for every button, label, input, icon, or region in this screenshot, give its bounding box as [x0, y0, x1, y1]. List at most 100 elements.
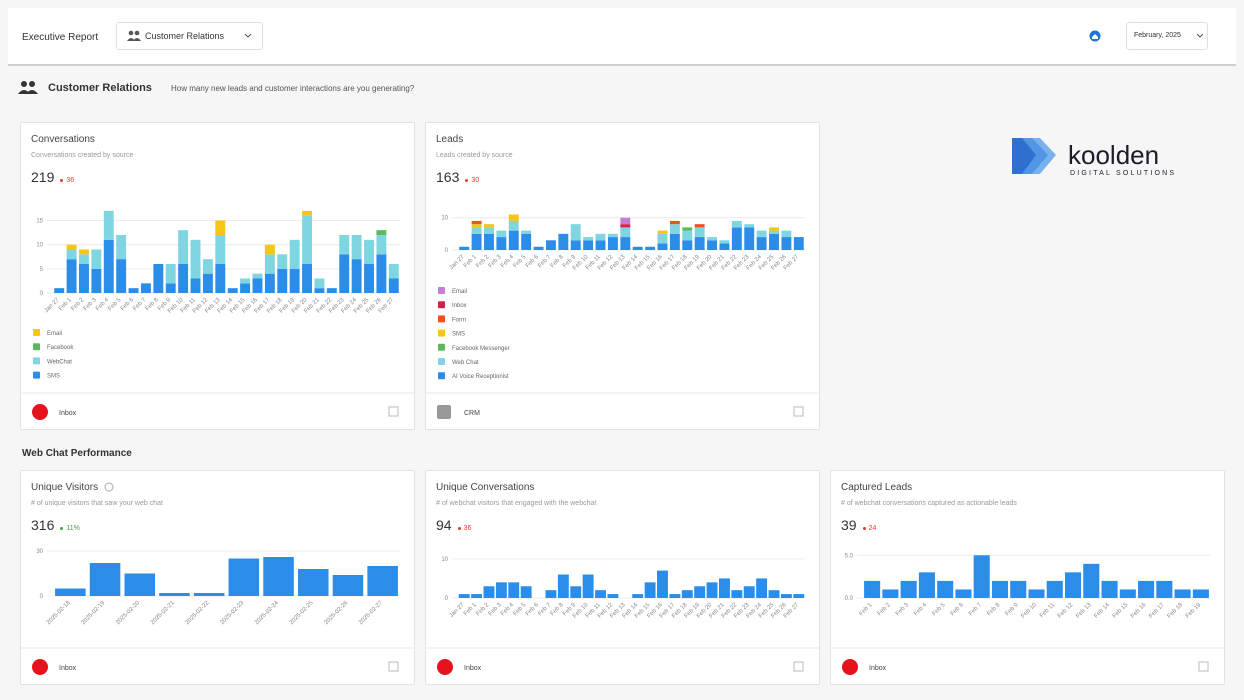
bar-segment — [178, 264, 189, 293]
bar — [1138, 580, 1155, 598]
bar-segment — [583, 240, 594, 250]
date-picker[interactable]: February, 2025 — [1126, 22, 1208, 50]
card: Unique Visitors # of unique visitors that… — [20, 470, 415, 685]
footer-link[interactable]: Inbox — [59, 665, 77, 672]
x-tick-label: 2025-02-24 — [254, 600, 280, 626]
inbox-icon — [842, 659, 858, 675]
bar — [756, 578, 768, 598]
bar-segment — [682, 240, 693, 250]
external-link-icon[interactable] — [1198, 661, 1209, 672]
delta: 36 — [60, 177, 74, 184]
bar — [793, 594, 805, 598]
bar — [743, 586, 755, 598]
bar-segment — [79, 264, 89, 293]
delta: 11% — [60, 525, 80, 532]
card-subtitle: Conversations created by source — [31, 152, 134, 159]
chevron — [244, 33, 252, 38]
bar — [582, 574, 594, 598]
x-tick-label: Feb 15 — [1112, 602, 1130, 620]
bar-segment — [240, 278, 251, 284]
bar — [918, 572, 935, 598]
bar-segment — [66, 244, 77, 250]
y-tick-label: 5 — [40, 267, 44, 273]
delta-arrow — [60, 178, 64, 182]
bar-segment — [289, 268, 300, 293]
x-tick-label: Feb 18 — [1167, 602, 1185, 620]
bar-segment — [620, 224, 631, 228]
bar-segment — [595, 240, 606, 250]
bar — [768, 590, 780, 598]
bar-segment — [388, 278, 399, 293]
dashboard-dropdown[interactable]: Customer Relations — [116, 22, 263, 50]
bar-segment — [769, 227, 779, 231]
bar-segment — [215, 220, 226, 235]
bar — [780, 594, 792, 598]
card-title: Conversations — [31, 134, 95, 145]
bar-segment — [521, 230, 532, 234]
bar — [263, 557, 294, 596]
logo-name: koolden — [1068, 140, 1159, 170]
delta-arrow — [60, 526, 64, 530]
delta-arrow — [457, 526, 461, 530]
total-value: 39 — [841, 517, 857, 533]
external-link-icon[interactable] — [388, 661, 399, 672]
bar-segment — [707, 237, 718, 241]
bar-segment — [769, 230, 779, 234]
bar-segment — [620, 237, 631, 250]
external-link-icon[interactable] — [793, 406, 804, 417]
bar — [55, 588, 86, 596]
x-tick-label: Feb 19 — [1185, 602, 1203, 620]
bar — [864, 580, 881, 598]
footer-link[interactable]: Inbox — [59, 410, 77, 417]
bar — [882, 589, 899, 598]
bar-segment — [302, 215, 313, 264]
x-tick-label: Feb 14 — [1094, 602, 1112, 620]
x-tick-label: Feb 5 — [932, 602, 948, 618]
x-tick-label: Feb 17 — [1148, 602, 1166, 620]
footer-link[interactable]: CRM — [464, 410, 480, 417]
bar-segment — [545, 240, 556, 250]
footer-link[interactable]: Inbox — [869, 665, 887, 672]
bar-segment — [558, 233, 569, 250]
total-value: 94 — [436, 517, 452, 533]
legend-swatch — [33, 343, 40, 351]
external-link-icon[interactable] — [793, 661, 804, 672]
bar-segment — [215, 235, 226, 264]
x-tick-label: Feb 16 — [1130, 602, 1148, 620]
bar-segment — [657, 243, 668, 250]
external-link-icon[interactable] — [388, 406, 399, 417]
bar-segment — [781, 230, 792, 238]
bar — [1046, 580, 1063, 598]
bar-segment — [351, 259, 362, 293]
bar — [955, 589, 972, 598]
bar-segment — [682, 230, 693, 241]
x-tick-label: 2025-02-23 — [219, 600, 245, 626]
bar — [458, 594, 470, 598]
card-title: Captured Leads — [841, 482, 913, 493]
y-tick-label: 0 — [445, 248, 449, 254]
bar-segment — [595, 233, 606, 241]
bar-segment — [756, 237, 767, 250]
legend-label: WebChat — [47, 359, 72, 365]
legend-swatch — [438, 358, 445, 365]
x-tick-label: Jan 27 — [44, 297, 61, 314]
bar-segment — [533, 246, 544, 250]
bar — [595, 590, 606, 598]
bar — [937, 580, 954, 598]
bar-segment — [376, 235, 387, 255]
footer-link[interactable]: Inbox — [464, 665, 482, 672]
inbox-icon — [32, 659, 48, 675]
x-tick-label: 2025-02-19 — [81, 600, 107, 626]
bar-segment — [314, 278, 325, 289]
bar-segment — [620, 227, 631, 238]
bar — [973, 555, 990, 598]
delta-value: 30 — [471, 177, 480, 184]
delta: 36 — [457, 525, 471, 532]
bar-segment — [153, 264, 164, 293]
top-bar: Executive Report Customer Relations Febr… — [8, 8, 1236, 66]
bar — [607, 594, 619, 598]
home-icon[interactable] — [1089, 30, 1101, 42]
bar-segment — [326, 288, 337, 293]
bar-segment — [103, 210, 114, 240]
